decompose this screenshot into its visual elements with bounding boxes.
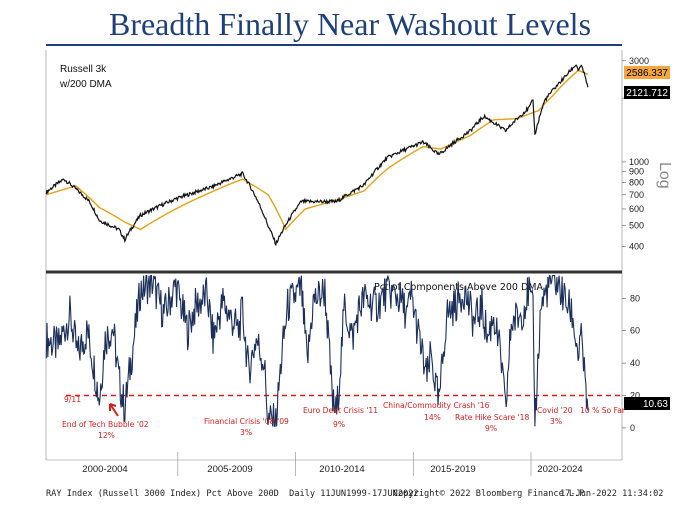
annotation-tech-bubble-value: 12% — [98, 431, 115, 440]
period-labels: 2000-2004 2005-2009 2010-2014 2015-2019 … — [82, 464, 582, 475]
top-axis-tick-label: 500 — [629, 221, 644, 231]
bottom-axis-tick-label: 0 — [630, 423, 635, 433]
top-axis-tick-label: 700 — [629, 190, 644, 200]
annotation-covid-value: 3% — [550, 417, 562, 426]
footer: RAY Index (Russell 3000 Index) Pct Above… — [0, 486, 700, 504]
annotation-line-3: the heels of Energy and defensives — [428, 196, 605, 208]
breadth-badge-bg — [624, 397, 670, 410]
footer-source: RAY Index (Russell 3000 Index) Pct Above… — [46, 489, 419, 499]
annotation-financial-crisis-value: 3% — [240, 428, 252, 437]
event-annotations: 9/11 End of Tech Bubble '02 12% Financia… — [62, 395, 626, 440]
period-label: 2010-2014 — [319, 464, 364, 475]
dma-badge-bg — [624, 86, 670, 99]
price-badge-bg — [624, 66, 670, 79]
series-label-dma: w/200 DMA — [59, 79, 112, 90]
title-underline — [46, 44, 622, 46]
period-label: 2015-2019 — [430, 464, 475, 475]
annotation-line-1: Percentage of R3k above the 200 — [428, 162, 594, 174]
annotation-box: Percentage of R3k above the 200 DMA fina… — [427, 162, 613, 259]
period-label: 2020-2024 — [537, 464, 582, 475]
breadth-badge: 10.63 — [643, 399, 668, 410]
price-badge: 2586.337 — [626, 68, 668, 79]
bottom-axis-tick-label: 20 — [630, 391, 640, 401]
annotation-911: 9/11 — [64, 395, 81, 404]
annotation-tech-bubble: End of Tech Bubble '02 — [62, 420, 149, 429]
top-axis-tick-label: 1000 — [629, 157, 649, 167]
top-axis-tick-label: 400 — [629, 241, 644, 251]
top-axis-tick-label: 900 — [629, 167, 644, 177]
annotation-rate-hike: Rate Hike Scare '18 — [455, 413, 529, 422]
footer-timestamp: 17-Jun-2022 11:34:02 — [560, 489, 664, 499]
period-dividers — [177, 452, 532, 476]
dma-badge: 2121.712 — [626, 88, 668, 99]
footer-copyright: Copyright© 2022 Bloomberg Finance L.P. — [393, 489, 590, 499]
annotation-euro-debt-value: 9% — [333, 420, 345, 429]
period-label: 2000-2004 — [82, 464, 127, 475]
annotation-china-value: 14% — [424, 413, 441, 422]
series-label-russell: Russell 3k — [60, 64, 107, 75]
annotation-china: China/Commodity Crash '16 — [383, 401, 490, 410]
period-label: 2005-2009 — [207, 464, 252, 475]
annotation-line-4: getting hit. While this does not mean — [428, 213, 613, 225]
top-axis-tick-label: 3000 — [629, 56, 649, 66]
tech-bubble-arrow — [109, 403, 119, 417]
annotation-so-far: 10 % So Far — [580, 406, 626, 415]
bottom-axis-tick-label: 80 — [630, 293, 640, 303]
bottom-axis-ticks: 0 20 40 60 80 — [622, 293, 640, 433]
top-axis-tick-label: 600 — [629, 204, 644, 214]
bottom-axis-tick-label: 60 — [630, 326, 640, 336]
annotation-line-6: development to get to a bottom. — [428, 247, 589, 259]
annotation-line-2: DMA finally got near single digits on — [428, 179, 611, 191]
russell-3k-line — [45, 64, 589, 247]
annotation-rate-hike-value: 9% — [485, 424, 497, 433]
dma-200-line — [46, 69, 589, 231]
page-title: Breadth Finally Near Washout Levels — [108, 6, 592, 42]
log-scale-label: Log — [656, 162, 673, 189]
bottom-axis-tick-label: 40 — [630, 358, 640, 368]
annotation-euro-debt: Euro Debt Crisis '11 — [303, 406, 378, 415]
top-axis-tick-label: 800 — [629, 177, 644, 187]
annotation-financial-crisis: Financial Crisis '08-'09 — [204, 417, 289, 426]
breadth-line — [45, 274, 589, 427]
annotation-line-5: we are at a bottom, it is a necessary — [427, 230, 609, 242]
annotation-covid: Covid '20 — [537, 406, 573, 415]
